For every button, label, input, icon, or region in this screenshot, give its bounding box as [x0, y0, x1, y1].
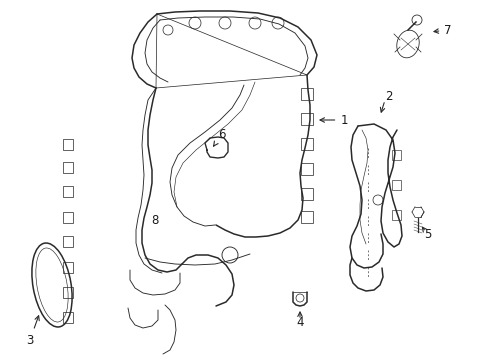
Bar [63, 236, 73, 247]
Text: 8: 8 [151, 213, 159, 226]
Text: 5: 5 [424, 228, 431, 240]
Bar [63, 186, 73, 197]
Bar [63, 139, 73, 150]
Bar [391, 210, 400, 220]
Bar [391, 150, 400, 160]
Bar [301, 113, 312, 125]
Bar [301, 163, 312, 175]
Bar [391, 180, 400, 190]
Bar [63, 287, 73, 298]
Bar [63, 162, 73, 173]
Text: 7: 7 [433, 23, 451, 36]
Bar [301, 88, 312, 100]
Bar [301, 211, 312, 223]
Text: 2: 2 [385, 90, 392, 103]
Bar [63, 312, 73, 323]
Text: 1: 1 [319, 113, 347, 126]
Bar [63, 262, 73, 273]
Bar [301, 188, 312, 200]
Text: 6: 6 [213, 127, 225, 146]
Text: 4: 4 [296, 315, 303, 328]
Bar [63, 212, 73, 223]
Bar [301, 138, 312, 150]
Text: 3: 3 [26, 316, 39, 346]
